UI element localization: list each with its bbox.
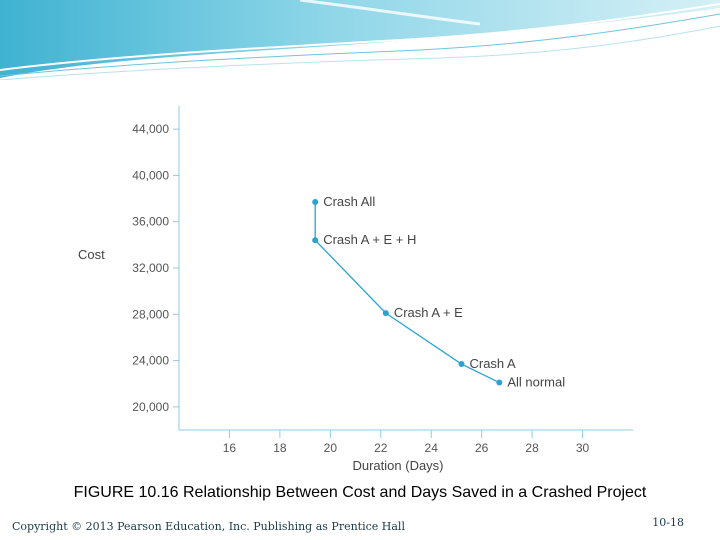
x-tick-label: 18 bbox=[273, 441, 287, 455]
y-tick-label: 44,000 bbox=[132, 122, 169, 136]
cost-duration-chart: Cost Duration (Days) 20,000 24,000 28,000 3… bbox=[78, 106, 633, 473]
x-tick-label: 16 bbox=[223, 441, 237, 455]
chart-panel: Cost Duration (Days) 20,000 24,000 28,000 3… bbox=[78, 78, 633, 473]
data-point-label: Crash A + E bbox=[394, 305, 463, 320]
y-axis-title: Cost bbox=[78, 247, 105, 262]
x-tick-label: 20 bbox=[324, 441, 338, 455]
x-axis-ticks: 16 18 20 22 24 26 28 30 bbox=[223, 430, 590, 455]
copyright-notice: Copyright © 2013 Pearson Education, Inc.… bbox=[12, 520, 405, 533]
x-tick-label: 28 bbox=[525, 441, 539, 455]
x-tick-label: 22 bbox=[374, 441, 388, 455]
data-point bbox=[496, 379, 503, 386]
slide-number: 10-18 bbox=[652, 516, 684, 529]
data-point-label: All normal bbox=[507, 375, 565, 390]
y-tick-label: 28,000 bbox=[132, 307, 169, 321]
data-points: Crash All Crash A + E + H Crash A + E Crash… bbox=[312, 194, 565, 390]
y-tick-label: 20,000 bbox=[132, 400, 169, 414]
y-tick-label: 36,000 bbox=[132, 215, 169, 229]
data-point-label: Crash All bbox=[323, 194, 375, 209]
data-point bbox=[312, 199, 319, 206]
data-point bbox=[382, 310, 389, 317]
x-tick-label: 26 bbox=[475, 441, 489, 455]
data-point bbox=[458, 361, 465, 368]
data-point-label: Crash A bbox=[469, 356, 516, 371]
data-point-label: Crash A + E + H bbox=[323, 232, 416, 247]
figure-caption: FIGURE 10.16 Relationship Between Cost a… bbox=[73, 484, 647, 501]
y-tick-label: 40,000 bbox=[132, 168, 169, 182]
y-tick-label: 24,000 bbox=[132, 354, 169, 368]
y-tick-label: 32,000 bbox=[132, 261, 169, 275]
x-axis-title: Duration (Days) bbox=[352, 458, 443, 473]
x-tick-label: 24 bbox=[425, 441, 439, 455]
x-tick-label: 30 bbox=[576, 441, 590, 455]
data-point bbox=[312, 237, 319, 244]
header-wave-banner bbox=[0, 0, 720, 80]
y-axis-ticks: 20,000 24,000 28,000 32,000 36,000 40,000 44,0… bbox=[132, 122, 179, 414]
